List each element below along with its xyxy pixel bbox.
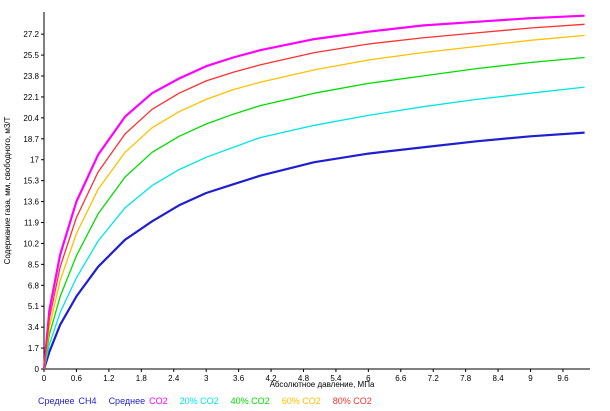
x-tick-label: 6.6 [395,374,407,383]
y-tick-label: 18.7 [23,135,39,144]
legend-item-label: 80% CO2 [332,396,372,406]
x-axis-title: Абсолютное давление, МПа [270,380,375,389]
series-line-80-co2 [43,23,585,370]
y-tick-label: 5.1 [28,302,40,311]
legend-item: 20% CO2 [180,396,225,406]
x-tick-label: 6 [366,374,371,383]
legend-item-prefix: Среднее [108,396,146,406]
x-tick-label: 4.2 [265,374,277,383]
series-line-20-co2 [43,86,585,370]
y-tick-label: 1.7 [28,344,40,353]
y-tick-label: 3.4 [28,323,40,332]
x-tick-label: 9 [528,374,533,383]
y-tick-label: 25.5 [23,51,39,60]
legend-item-label: 60% CO2 [281,396,321,406]
legend-item-label: CO2 [149,396,168,406]
y-tick-label: 27.2 [23,30,39,39]
series-lines [42,14,585,370]
legend-item: Среднее CH4 [38,396,103,406]
legend-item-label: CH4 [78,396,97,406]
legend-item: 40% CO2 [231,396,276,406]
axes: 0 0.6 1.2 1.8 2.4 3 3.6 4.2 4.8 5.4 6 6.6 7.2 7.8 8.4 9… [23,12,590,383]
x-tick-label: 7.2 [428,374,440,383]
x-tick-label: 5.4 [330,374,342,383]
y-axis-title: Содержание газа, мм, свободного, м3/Т [3,116,12,264]
legend-item-label: 40% CO2 [230,396,270,406]
x-tick-label: 3 [204,374,209,383]
x-tick-label: 9.6 [557,374,569,383]
y-tick-label: 22.1 [23,93,39,102]
y-tick-label: 23.8 [23,72,39,81]
series-line-40-co2 [43,56,585,370]
x-tick-label: 0.6 [71,374,83,383]
y-tick-label: 11.9 [24,219,40,228]
y-tick-label: 20.4 [23,114,39,123]
x-tick-label: 1.8 [136,374,148,383]
y-tick-label: 17 [30,156,39,165]
x-tick-label: 3.6 [233,374,245,383]
y-tick-label: 8.5 [28,260,40,269]
x-tick-label: 4.8 [298,374,310,383]
series-line-ch4 [42,131,585,370]
x-tick-label: 8.4 [493,374,505,383]
y-tick-label: 6.8 [28,281,40,290]
legend-item-prefix: Среднее [38,396,75,406]
y-tick-label: 15.3 [23,177,39,186]
x-tick-label: 0 [42,374,47,383]
legend-item-label: 20% CO2 [179,396,219,406]
y-tick-label: 10.2 [23,239,39,248]
legend-item: 80% CO2 [333,396,378,406]
x-tick-label: 1.2 [103,374,115,383]
legend-item: Среднее CO2 [109,396,174,406]
y-tick-label: 13.6 [23,198,39,207]
series-line-co2 [42,14,585,370]
x-tick-label: 2.4 [168,374,180,383]
x-tick-label: 7.8 [460,374,472,383]
legend-item: 60% CO2 [282,396,327,406]
series-line-60-co2 [43,34,585,370]
y-tick-label: 0 [35,365,40,374]
chart-legend: Среднее CH4 Среднее CO2 20% CO2 40% CO2 60% CO… [38,396,384,406]
